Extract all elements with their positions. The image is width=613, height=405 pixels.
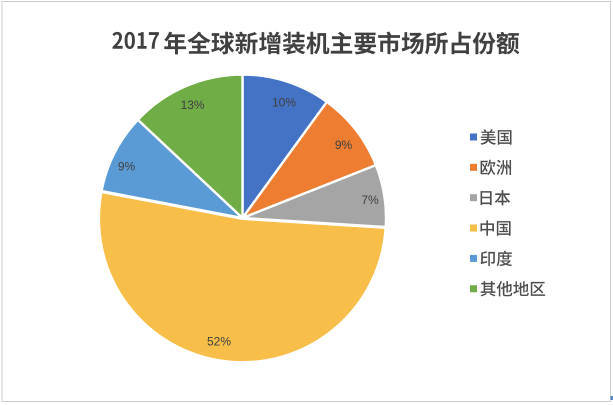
svg-text:52%: 52%	[207, 335, 231, 349]
svg-text:7%: 7%	[361, 193, 379, 207]
svg-text:9%: 9%	[118, 160, 136, 174]
svg-text:10%: 10%	[272, 96, 296, 110]
svg-text:13%: 13%	[181, 98, 205, 112]
svg-text:9%: 9%	[335, 138, 353, 152]
